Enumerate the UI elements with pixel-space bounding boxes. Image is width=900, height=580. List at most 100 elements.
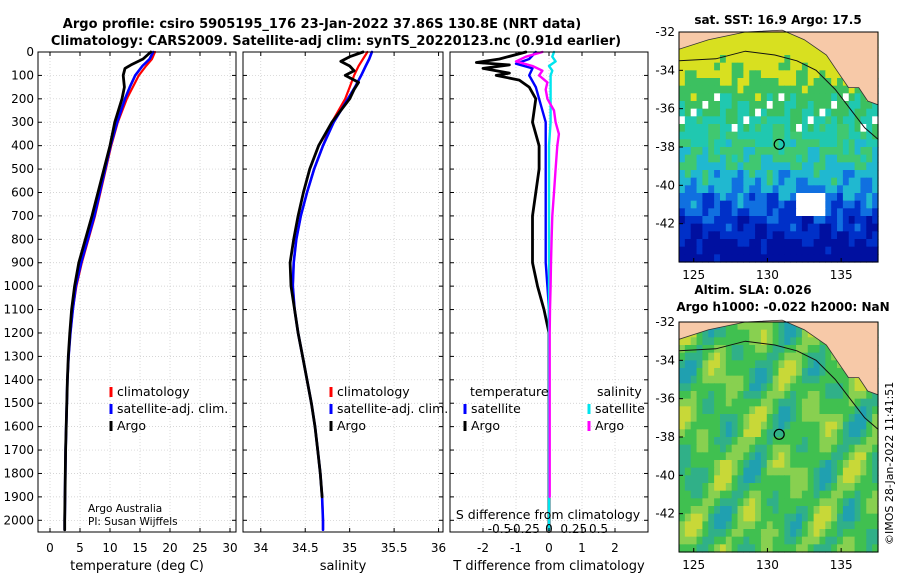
sla-cell <box>749 398 756 407</box>
sla-cell <box>766 337 774 346</box>
sst-cell <box>708 147 715 156</box>
sla-cell <box>790 483 797 492</box>
sst-float-marker <box>773 138 785 150</box>
sst-cell <box>801 55 809 64</box>
sla-cell <box>749 536 756 545</box>
sla-cell <box>796 398 803 407</box>
sst-cell <box>714 70 721 79</box>
sst-cell <box>760 154 768 163</box>
sst-cell <box>784 55 791 64</box>
sla-cell <box>696 398 704 407</box>
sst-cell <box>725 39 733 48</box>
difference-legend: temperaturesatelliteArgosalinitysatellit… <box>463 384 645 433</box>
sla-cell <box>866 391 873 400</box>
sst-cell <box>749 200 756 209</box>
sst-cell <box>684 193 692 202</box>
sla-cell <box>854 513 862 522</box>
sst-cell <box>731 231 739 240</box>
sst-cell <box>679 116 686 125</box>
sst-cell <box>854 170 862 179</box>
sst-cell <box>854 254 862 263</box>
sst-cell <box>760 78 768 87</box>
sst-cell <box>731 47 739 56</box>
sla-cell <box>825 452 832 461</box>
sla-cell <box>831 391 838 400</box>
sst-cell <box>755 124 762 133</box>
sla-cell <box>801 467 809 476</box>
legend-salinity-argo-label: Argo <box>595 418 624 433</box>
sst-cell <box>766 108 774 117</box>
sla-cell <box>790 360 797 369</box>
sst-cell <box>860 177 867 186</box>
sla-cell <box>690 421 698 430</box>
sla-cell <box>772 483 780 492</box>
sst-cell <box>731 254 739 263</box>
sla-cell <box>801 337 809 346</box>
sla-cell <box>807 414 815 423</box>
sst-cell <box>784 185 791 194</box>
sla-cell <box>714 467 721 476</box>
sla-cell <box>690 498 698 507</box>
sst-cell <box>684 131 692 140</box>
sst-cell <box>866 231 873 240</box>
sla-cell <box>848 536 856 545</box>
sla-cell <box>684 475 692 484</box>
sst-cell <box>778 32 785 41</box>
sst-cell <box>679 193 686 202</box>
sla-cell <box>696 475 704 484</box>
sla-cell <box>690 513 698 522</box>
sla-cell <box>679 460 686 469</box>
sst-cell <box>743 193 750 202</box>
sla-cell <box>708 406 715 415</box>
sla-cell <box>725 460 733 469</box>
sst-cell <box>755 93 762 102</box>
sst-cell <box>737 139 744 148</box>
sst-cell <box>854 93 862 102</box>
sst-cell <box>684 70 692 79</box>
sst-cell <box>743 147 750 156</box>
sst-cell <box>702 216 709 225</box>
sla-cell <box>778 391 785 400</box>
sla-cell <box>819 368 826 377</box>
sla-cell <box>696 444 704 453</box>
sst-cell <box>725 193 733 202</box>
sst-cell <box>690 139 698 148</box>
x-tick-label: 0 <box>545 541 553 555</box>
sla-cell <box>766 483 774 492</box>
sla-cell <box>831 406 838 415</box>
sst-cell <box>854 223 862 232</box>
sla-cell <box>825 383 832 392</box>
sla-cell <box>778 368 785 377</box>
sst-cell <box>825 246 832 255</box>
sst-cell <box>696 62 704 71</box>
sst-cell <box>737 208 744 217</box>
sst-cell <box>778 193 785 202</box>
sst-cell <box>831 231 838 240</box>
sst-cell <box>848 177 856 186</box>
sla-cell <box>848 437 856 446</box>
sla-cell <box>749 467 756 476</box>
sla-cell <box>842 475 850 484</box>
sla-cell <box>796 506 803 515</box>
sst-cell <box>866 116 873 125</box>
sst-cell <box>819 78 826 87</box>
sst-cell <box>766 78 774 87</box>
y-tick-label: 900 <box>11 256 34 270</box>
sla-cell <box>731 467 739 476</box>
sst-cell <box>860 124 867 133</box>
sst-cell <box>842 108 850 117</box>
sst-cell <box>731 154 739 163</box>
sla-cell <box>749 345 756 354</box>
sla-cell <box>719 421 727 430</box>
sst-cell <box>819 193 826 202</box>
sla-cell <box>714 460 721 469</box>
sst-cell <box>766 32 774 41</box>
sla-cell <box>760 506 768 515</box>
sst-cell <box>807 193 815 202</box>
sst-cell <box>842 231 850 240</box>
sla-cell <box>755 345 762 354</box>
y-tick-label: 1900 <box>3 490 34 504</box>
sst-cell <box>807 85 815 94</box>
sst-cell <box>842 139 850 148</box>
sla-cell <box>831 437 838 446</box>
